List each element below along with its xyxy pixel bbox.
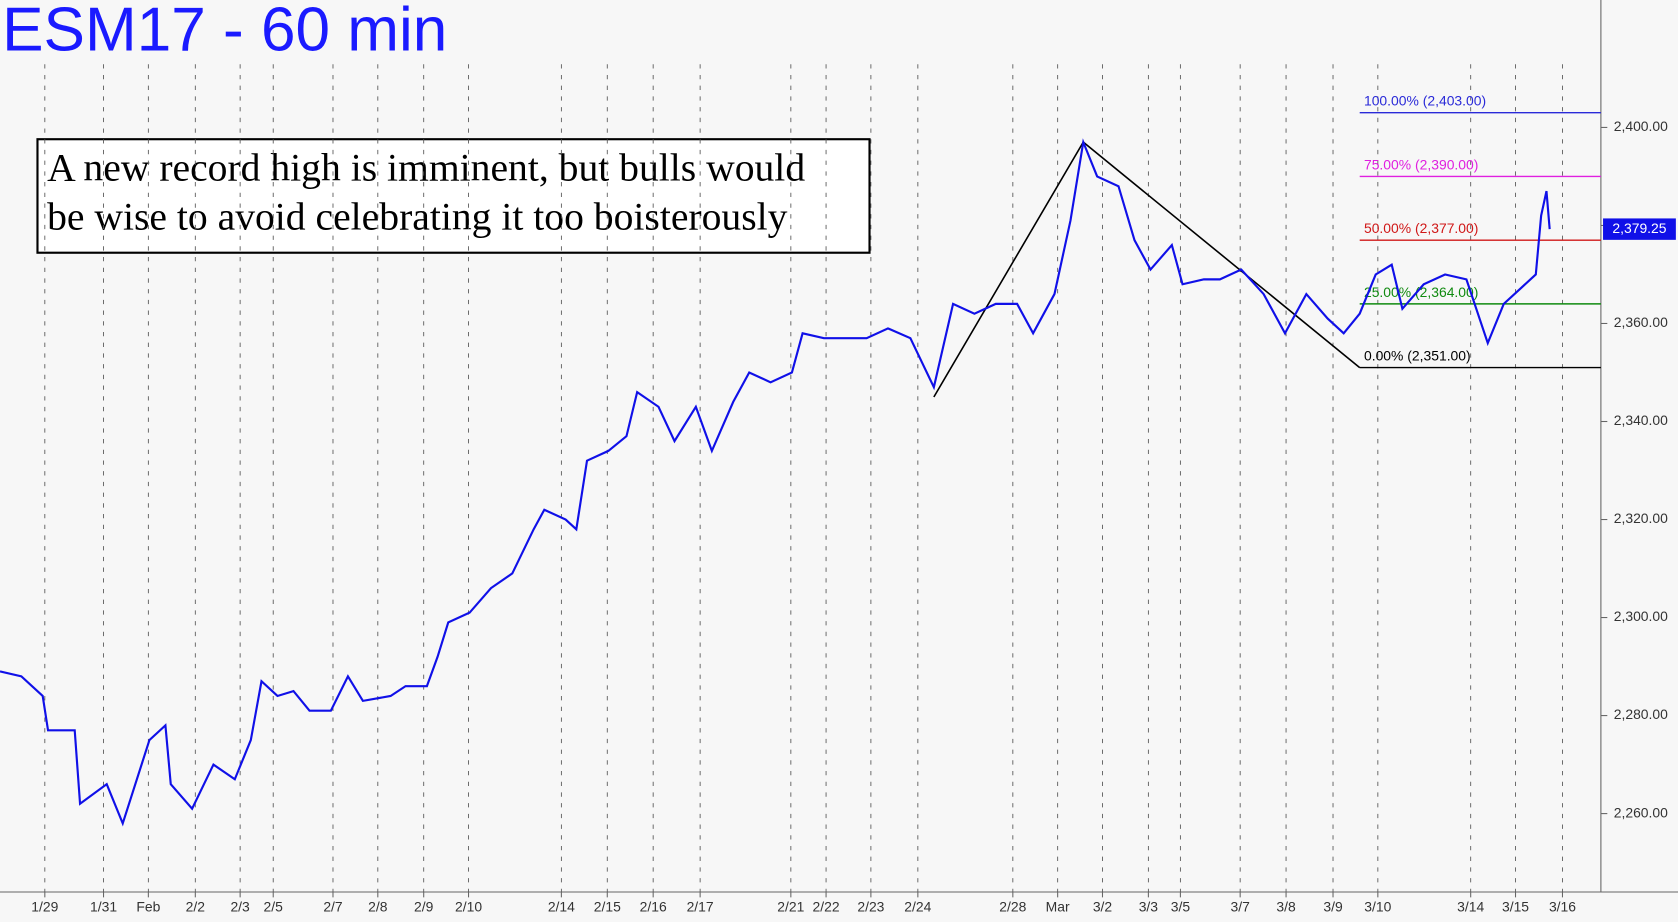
x-tick-label: 2/2	[186, 899, 206, 915]
y-tick-label: 2,400.00	[1614, 118, 1668, 134]
x-tick-label: 2/22	[813, 899, 840, 915]
y-tick-label: 2,260.00	[1614, 804, 1668, 820]
x-tick-label: 2/3	[230, 899, 250, 915]
x-tick-label: Feb	[136, 899, 160, 915]
x-tick-label: 3/16	[1549, 899, 1576, 915]
last-price-label: 2,379.25	[1612, 220, 1666, 236]
x-tick-label: 3/9	[1323, 899, 1343, 915]
x-tick-label: 3/7	[1230, 899, 1250, 915]
annotation-text: A new record high is imminent, but bulls…	[47, 145, 805, 189]
y-tick-label: 2,300.00	[1614, 608, 1668, 624]
annotation-box	[36, 138, 871, 254]
x-tick-label: 3/15	[1502, 899, 1529, 915]
x-tick-label: 2/9	[414, 899, 434, 915]
x-tick-label: 2/23	[857, 899, 884, 915]
x-tick-label: 3/2	[1093, 899, 1113, 915]
x-tick-label: 2/24	[904, 899, 931, 915]
level-label: 25.00% (2,364.00)	[1364, 284, 1478, 300]
annotation-text: be wise to avoid celebrating it too bois…	[47, 195, 788, 239]
chart-title: ESM17 - 60 min	[2, 0, 447, 65]
x-tick-label: 2/15	[594, 899, 621, 915]
x-tick-label: 2/5	[264, 899, 284, 915]
x-tick-label: 2/17	[687, 899, 714, 915]
level-label: 100.00% (2,403.00)	[1364, 93, 1486, 109]
x-tick-label: 3/10	[1364, 899, 1391, 915]
y-tick-label: 2,340.00	[1614, 412, 1668, 428]
level-label: 0.00% (2,351.00)	[1364, 348, 1471, 364]
x-tick-label: 2/8	[368, 899, 388, 915]
x-tick-label: 1/29	[31, 899, 58, 915]
y-tick-label: 2,360.00	[1614, 314, 1668, 330]
x-tick-label: 2/21	[777, 899, 804, 915]
x-tick-label: 3/8	[1276, 899, 1296, 915]
x-tick-label: 2/28	[999, 899, 1026, 915]
price-line	[0, 138, 1551, 827]
y-tick-label: 2,320.00	[1614, 510, 1668, 526]
x-tick-label: 2/16	[640, 899, 667, 915]
y-tick-label: 2,280.00	[1614, 706, 1668, 722]
x-tick-label: 2/14	[548, 899, 575, 915]
x-tick-label: 2/10	[455, 899, 482, 915]
x-tick-label: 3/3	[1139, 899, 1159, 915]
x-tick-label: 2/7	[323, 899, 343, 915]
level-label: 75.00% (2,390.00)	[1364, 156, 1478, 172]
x-tick-label: Mar	[1046, 899, 1070, 915]
x-tick-label: 3/5	[1171, 899, 1191, 915]
level-label: 50.00% (2,377.00)	[1364, 220, 1478, 236]
x-tick-label: 1/31	[90, 899, 117, 915]
x-tick-label: 3/14	[1457, 899, 1484, 915]
last-price-box	[1603, 218, 1676, 240]
